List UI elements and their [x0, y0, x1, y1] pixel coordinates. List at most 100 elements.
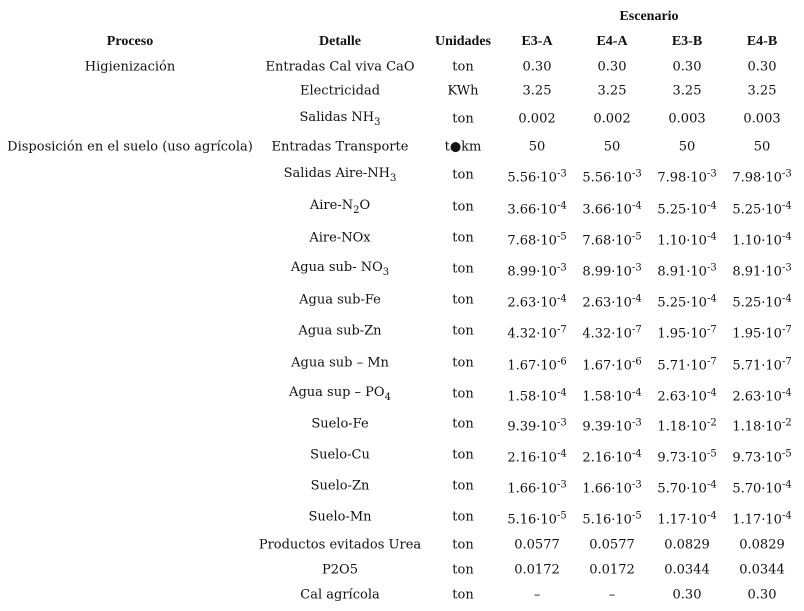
value-cell: 5.25·10-4	[657, 200, 716, 217]
unidades-cell: ton	[452, 562, 474, 578]
value-cell-base: 5.56·10	[582, 170, 632, 186]
value-cell-base: 2.63·10	[732, 389, 782, 405]
detalle-cell: Cal agrícola	[300, 587, 380, 603]
value-cell: 5.70·10-4	[657, 479, 716, 496]
unidades-cell: ton	[452, 509, 474, 525]
value-cell: 7.98·10-3	[732, 168, 791, 185]
value-cell-base: 5.56·10	[507, 170, 557, 186]
detalle-cell: Entradas Cal viva CaO	[265, 59, 415, 75]
value-cell: 2.63·10-4	[732, 387, 791, 404]
value-cell-base: 9.39·10	[582, 419, 632, 435]
value-cell-sup: -3	[706, 262, 717, 274]
detalle-cell: Salidas Aire-NH3	[284, 166, 397, 184]
detalle-cell: Agua sub-Fe	[299, 292, 381, 308]
value-cell-base: 4.32·10	[582, 326, 632, 342]
value-cell-sup: -7	[706, 356, 717, 368]
value-cell: 0.30	[747, 587, 777, 603]
value-cell: 1.17·10-4	[657, 510, 716, 527]
value-cell-base: 8.99·10	[507, 264, 557, 280]
value-cell-sup: -4	[706, 510, 717, 522]
value-cell: 7.68·10-5	[507, 231, 566, 248]
unidades-cell: ton	[452, 416, 474, 432]
unidades-cell: ton	[452, 386, 474, 402]
detalle-cell-sub: 4	[384, 391, 391, 403]
value-cell-base: 5.71·10	[732, 358, 782, 374]
value-cell: 8.99·10-3	[582, 262, 641, 279]
value-cell: 1.58·10-4	[507, 387, 566, 404]
value-cell-sup: -4	[706, 479, 717, 491]
value-cell-sup: -5	[556, 510, 567, 522]
value-cell: 5.25·10-4	[732, 293, 791, 310]
value-cell-base: 7.68·10	[507, 233, 557, 249]
unidades-cell: ton	[452, 537, 474, 553]
value-cell: 1.66·10-3	[582, 479, 641, 496]
value-cell-sup: -4	[631, 448, 642, 460]
detalle-cell-base: Salidas Aire-NH	[283, 166, 391, 182]
value-cell: 0.30	[672, 59, 702, 75]
group-header: Escenario	[619, 9, 679, 24]
value-cell-sup: -3	[781, 262, 792, 274]
value-cell-sup: -4	[556, 293, 567, 305]
value-cell-base: 5.25·10	[657, 202, 707, 218]
value-cell-sup: -4	[781, 293, 792, 305]
unidades-cell: ton	[452, 478, 474, 494]
value-cell-sup: -4	[781, 231, 792, 243]
value-cell-sup: -6	[631, 356, 642, 368]
value-cell: 9.73·10-5	[657, 448, 716, 465]
value-cell-base: 9.73·10	[732, 450, 782, 466]
value-cell-base: 5.16·10	[582, 512, 632, 528]
value-cell-base: 1.17·10	[657, 512, 707, 528]
detalle-cell: Electricidad	[299, 83, 381, 99]
value-cell: 1.18·10-2	[657, 417, 716, 434]
value-cell: 1.10·10-4	[732, 231, 791, 248]
value-cell-sup: -7	[631, 324, 642, 336]
detalle-cell-after: O	[359, 198, 371, 214]
value-cell-base: 3.66·10	[507, 202, 557, 218]
value-cell-sup: -6	[556, 356, 567, 368]
value-cell: 0.0172	[514, 562, 560, 578]
unidades-cell: ton	[452, 59, 474, 75]
value-cell-sup: -4	[706, 387, 717, 399]
value-cell-sup: -4	[556, 387, 567, 399]
value-cell-base: 7.98·10	[657, 170, 707, 186]
value-cell: 0.002	[593, 111, 631, 127]
value-cell-sup: -7	[781, 324, 792, 336]
value-cell: 2.63·10-4	[657, 387, 716, 404]
detalle-cell-sub: 3	[374, 116, 381, 128]
value-cell: 8.91·10-3	[657, 262, 716, 279]
detalle-cell: Salidas NH3	[300, 110, 381, 128]
value-cell: 0.0344	[664, 562, 710, 578]
value-cell: 4.32·10-7	[582, 324, 641, 341]
value-cell-base: 8.91·10	[657, 264, 707, 280]
value-cell-sup: -7	[706, 324, 717, 336]
value-cell-sup: -5	[781, 448, 792, 460]
value-cell-sup: -4	[631, 200, 642, 212]
value-cell-base: 5.25·10	[732, 202, 782, 218]
value-cell: 2.16·10-4	[507, 448, 566, 465]
value-cell-base: 1.66·10	[582, 481, 632, 497]
value-cell-base: 1.95·10	[732, 326, 782, 342]
value-cell-sup: -3	[556, 168, 567, 180]
value-cell-sup: -2	[706, 417, 717, 429]
detalle-cell: Aire-N2O	[310, 198, 370, 216]
value-cell-sup: -4	[631, 387, 642, 399]
value-cell-sup: -4	[781, 387, 792, 399]
value-cell-sup: -7	[781, 356, 792, 368]
value-cell: 0.0829	[739, 537, 785, 553]
value-cell-base: 1.67·10	[507, 358, 557, 374]
value-cell-sup: -3	[631, 417, 642, 429]
value-cell: 1.67·10-6	[582, 356, 641, 373]
value-cell-sup: -3	[631, 262, 642, 274]
unidades-cell: t●km	[444, 139, 482, 155]
value-cell-sup: -4	[706, 293, 717, 305]
value-cell: 2.63·10-4	[582, 293, 641, 310]
unidades-cell: ton	[452, 230, 474, 246]
value-cell-base: 1.18·10	[657, 419, 707, 435]
value-cell: 2.63·10-4	[507, 293, 566, 310]
value-cell-base: 8.99·10	[582, 264, 632, 280]
value-cell: 7.68·10-5	[582, 231, 641, 248]
value-cell-base: 5.16·10	[507, 512, 557, 528]
value-cell: 0.30	[522, 59, 552, 75]
value-cell: 1.58·10-4	[582, 387, 641, 404]
